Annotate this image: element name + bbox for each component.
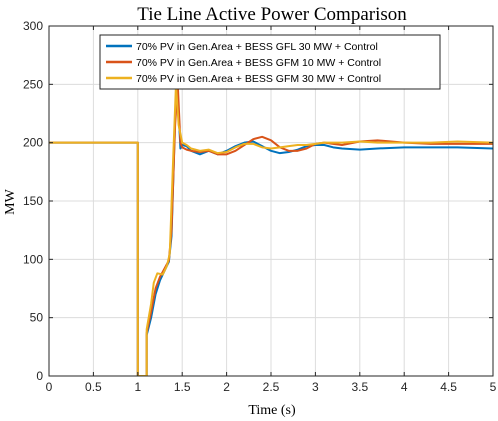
series-gfm30-line	[49, 83, 493, 376]
y-tick-label: 150	[23, 194, 43, 208]
x-tick-label: 0	[46, 380, 53, 394]
x-tick-label: 4.5	[440, 380, 457, 394]
y-tick-label: 250	[23, 77, 43, 91]
x-tick-label: 0.5	[85, 380, 102, 394]
x-tick-label: 5	[490, 380, 497, 394]
x-tick-label: 3.5	[351, 380, 368, 394]
plot-area	[49, 74, 493, 376]
y-axis-label: MW	[3, 188, 18, 214]
legend-label-gfm10: 70% PV in Gen.Area + BESS GFM 10 MW + Co…	[136, 57, 381, 69]
legend-entry: 70% PV in Gen.Area + BESS GFM 30 MW + Co…	[106, 73, 381, 85]
legend-label-gfl30: 70% PV in Gen.Area + BESS GFL 30 MW + Co…	[136, 41, 378, 53]
x-axis-label: Time (s)	[248, 403, 296, 418]
x-tick-label: 4	[401, 380, 408, 394]
x-tick-label: 1	[134, 380, 141, 394]
y-tick-label: 0	[36, 369, 43, 383]
x-tick-label: 1.5	[174, 380, 191, 394]
x-tick-label: 2.5	[263, 380, 280, 394]
legend-entry: 70% PV in Gen.Area + BESS GFM 10 MW + Co…	[106, 57, 381, 69]
y-tick-label: 100	[23, 252, 43, 266]
series-gfm10-line	[49, 83, 493, 376]
chart-title: Tie Line Active Power Comparison	[137, 4, 407, 25]
x-tick-label: 2	[223, 380, 230, 394]
legend-box	[99, 34, 441, 90]
legend-entry: 70% PV in Gen.Area + BESS GFL 30 MW + Co…	[106, 41, 378, 53]
y-tick-label: 50	[30, 311, 44, 325]
legend-label-gfm30: 70% PV in Gen.Area + BESS GFM 30 MW + Co…	[136, 73, 381, 85]
y-tick-label: 200	[23, 136, 43, 150]
x-tick-label: 3	[312, 380, 319, 394]
legend: 70% PV in Gen.Area + BESS GFL 30 MW + Co…	[99, 34, 441, 90]
y-tick-label: 300	[23, 19, 43, 33]
